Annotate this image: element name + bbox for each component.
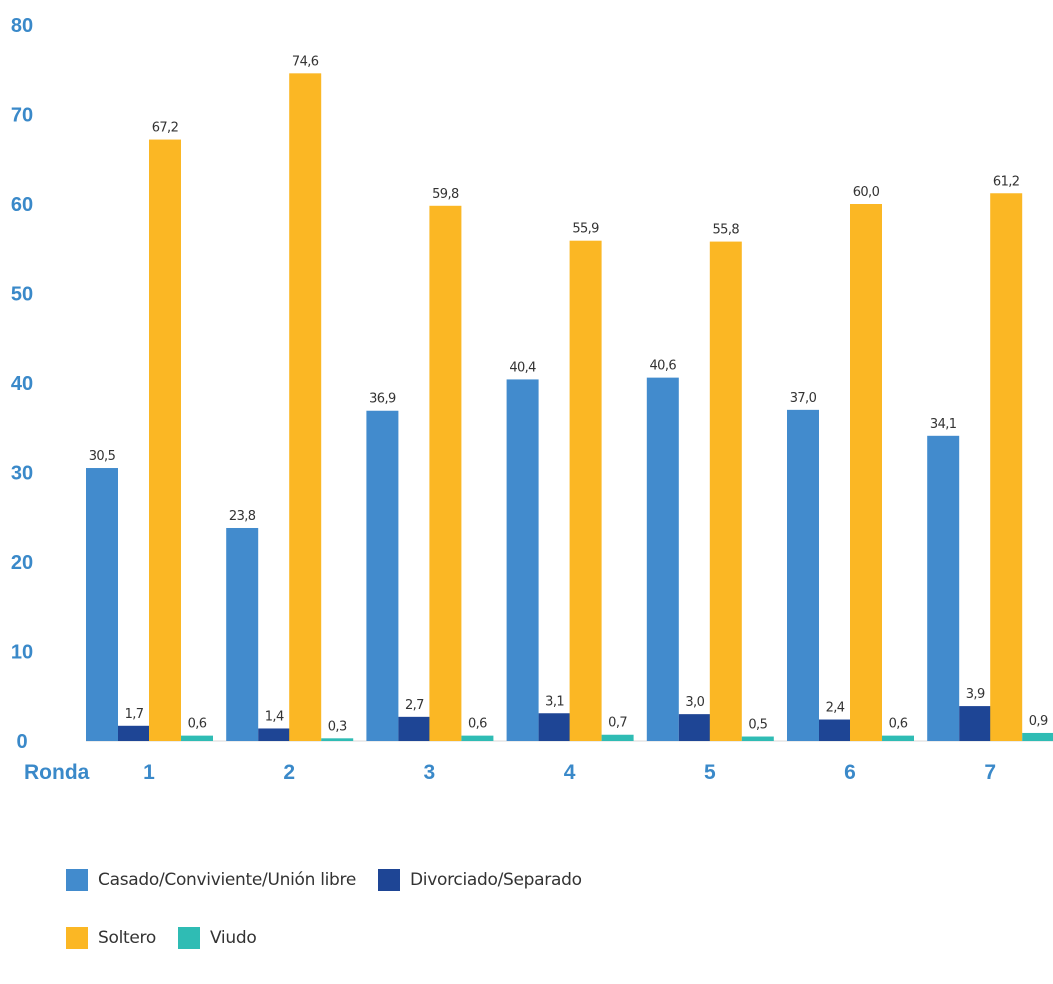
x-axis: Ronda 1 2 3 4 5 6 7 — [24, 761, 996, 784]
data-label: 3,0 — [685, 695, 704, 710]
data-label: 74,6 — [292, 54, 319, 69]
data-label: 0,6 — [889, 717, 908, 732]
bar — [366, 410, 399, 741]
bar — [601, 734, 634, 741]
y-tick-label: 70 — [11, 105, 33, 127]
x-tick-label: 1 — [143, 761, 155, 784]
y-tick-label: 30 — [11, 463, 33, 485]
bar — [646, 377, 679, 741]
bar — [398, 716, 431, 741]
data-label: 1,4 — [265, 709, 284, 724]
legend-label: Casado/Conviviente/Unión libre — [98, 870, 357, 890]
bar — [1022, 732, 1053, 741]
bars — [86, 73, 1053, 742]
bar — [226, 527, 259, 741]
legend-item: Soltero — [66, 927, 156, 949]
bar — [787, 409, 819, 741]
data-label: 30,5 — [89, 449, 116, 464]
x-tick-label: 2 — [283, 761, 295, 784]
data-label: 61,2 — [993, 174, 1020, 189]
bar — [850, 204, 882, 741]
data-label: 55,9 — [572, 222, 599, 237]
bar — [321, 738, 354, 741]
x-axis-title: Ronda — [24, 761, 90, 784]
data-label: 37,0 — [790, 391, 817, 406]
y-tick-label: 80 — [11, 15, 33, 37]
data-label: 2,4 — [826, 701, 845, 716]
bar — [678, 714, 711, 741]
data-label: 3,9 — [966, 687, 985, 702]
data-label: 2,7 — [405, 698, 424, 713]
y-tick-label: 60 — [11, 194, 33, 216]
legend-swatch — [177, 927, 200, 949]
bar — [882, 735, 914, 741]
legend-swatch — [66, 927, 88, 949]
data-label: 0,3 — [328, 719, 347, 734]
bar — [258, 728, 291, 741]
bar — [289, 73, 322, 741]
bar — [86, 468, 118, 741]
data-label: 0,7 — [608, 716, 627, 731]
data-label: 40,4 — [509, 360, 536, 375]
data-label: 23,8 — [229, 509, 256, 524]
legend-label: Soltero — [98, 928, 156, 948]
x-tick-label: 7 — [984, 761, 996, 784]
legend-label: Divorciado/Separado — [410, 870, 582, 890]
data-label: 0,5 — [748, 718, 767, 733]
bar — [959, 706, 992, 741]
data-label: 60,0 — [853, 185, 880, 200]
data-label: 34,1 — [930, 417, 957, 432]
bar — [819, 719, 851, 741]
y-tick-label: 50 — [11, 284, 33, 306]
data-label: 40,6 — [650, 359, 677, 374]
legend-row: Casado/Conviviente/Unión libre Divorciado… — [66, 868, 604, 892]
x-tick-label: 5 — [704, 761, 716, 784]
legend-item: Viudo — [177, 927, 257, 949]
bar — [741, 736, 774, 741]
data-label: 0,6 — [468, 717, 487, 732]
x-tick-label: 3 — [424, 761, 436, 784]
bar — [927, 435, 960, 741]
legend-label: Viudo — [209, 928, 257, 948]
data-label: 59,8 — [432, 187, 459, 202]
x-tick-label: 6 — [844, 761, 856, 784]
legend-item: Divorciado/Separado — [378, 869, 582, 891]
data-label: 0,9 — [1029, 714, 1048, 729]
bar — [429, 205, 462, 742]
data-label: 55,8 — [713, 223, 740, 238]
y-axis: 0 10 20 30 40 50 60 70 80 — [11, 15, 33, 753]
data-label: 0,6 — [188, 717, 207, 732]
y-tick-label: 0 — [16, 731, 27, 753]
bar — [569, 240, 602, 741]
bar — [461, 735, 494, 741]
y-tick-label: 40 — [11, 373, 33, 395]
data-label: 36,9 — [369, 392, 396, 407]
bar — [149, 139, 181, 741]
bar — [118, 725, 150, 741]
legend-swatch — [378, 869, 401, 891]
y-tick-label: 20 — [11, 552, 33, 574]
legend: Casado/Conviviente/Unión libre Divorciado… — [66, 868, 604, 984]
x-tick-label: 4 — [564, 761, 576, 784]
data-labels: 30,5 1,7 67,2 0,6 23,8 1,4 74,6 0,3 36,9 2,7 59,8 0… — [89, 54, 1049, 734]
bar — [990, 193, 1023, 741]
bar — [709, 241, 742, 741]
legend-row: Soltero Viudo — [66, 926, 604, 950]
y-tick-label: 10 — [11, 642, 33, 664]
data-label: 3,1 — [545, 694, 564, 709]
data-label: 67,2 — [152, 121, 179, 136]
bar — [181, 735, 213, 741]
legend-item: Casado/Conviviente/Unión libre — [66, 869, 356, 891]
legend-swatch — [66, 869, 88, 891]
data-label: 1,7 — [125, 707, 144, 722]
bar — [506, 379, 539, 741]
bar — [538, 713, 571, 741]
